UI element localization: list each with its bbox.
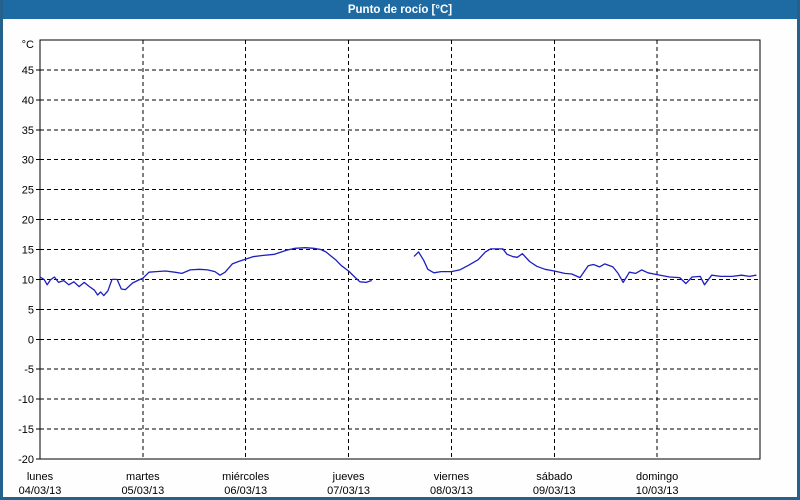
x-date-label: 10/03/13 (636, 485, 679, 497)
chart-title: Punto de rocío [°C] (347, 3, 453, 16)
x-day-label: lunes (27, 471, 54, 483)
y-tick-label: 15 (22, 245, 34, 257)
x-day-label: jueves (332, 471, 365, 483)
y-tick-label: 30 (22, 155, 34, 167)
y-tick-label: 5 (28, 304, 34, 316)
plot-border (39, 39, 761, 460)
x-day-label: martes (126, 471, 160, 483)
x-day-label: miércoles (222, 471, 270, 483)
y-tick-label: -15 (18, 424, 34, 436)
dew-point-line-segment (413, 248, 757, 286)
y-axis-unit-label: °C (22, 39, 34, 51)
x-date-label: 09/03/13 (533, 485, 576, 497)
x-date-label: 05/03/13 (121, 485, 164, 497)
y-tick-label: 0 (28, 334, 34, 346)
x-day-label: viernes (434, 471, 470, 483)
y-tick-label: -10 (18, 394, 34, 406)
y-tick-label: -5 (24, 364, 34, 376)
x-date-label: 08/03/13 (430, 485, 473, 497)
x-day-label: sábado (536, 471, 572, 483)
y-tick-label: -20 (18, 454, 34, 466)
y-tick-label: 25 (22, 185, 34, 197)
y-tick-label: 40 (22, 95, 34, 107)
x-day-label: domingo (636, 471, 678, 483)
dew-point-line-segment (39, 247, 372, 297)
y-tick-label: 20 (22, 215, 34, 227)
y-tick-label: 45 (22, 65, 34, 77)
x-date-label: 06/03/13 (224, 485, 267, 497)
x-date-label: 07/03/13 (327, 485, 370, 497)
chart-title-bar: Punto de rocío [°C] (0, 0, 800, 19)
y-tick-label: 35 (22, 125, 34, 137)
x-date-label: 04/03/13 (19, 485, 62, 497)
y-tick-label: 10 (22, 274, 34, 286)
